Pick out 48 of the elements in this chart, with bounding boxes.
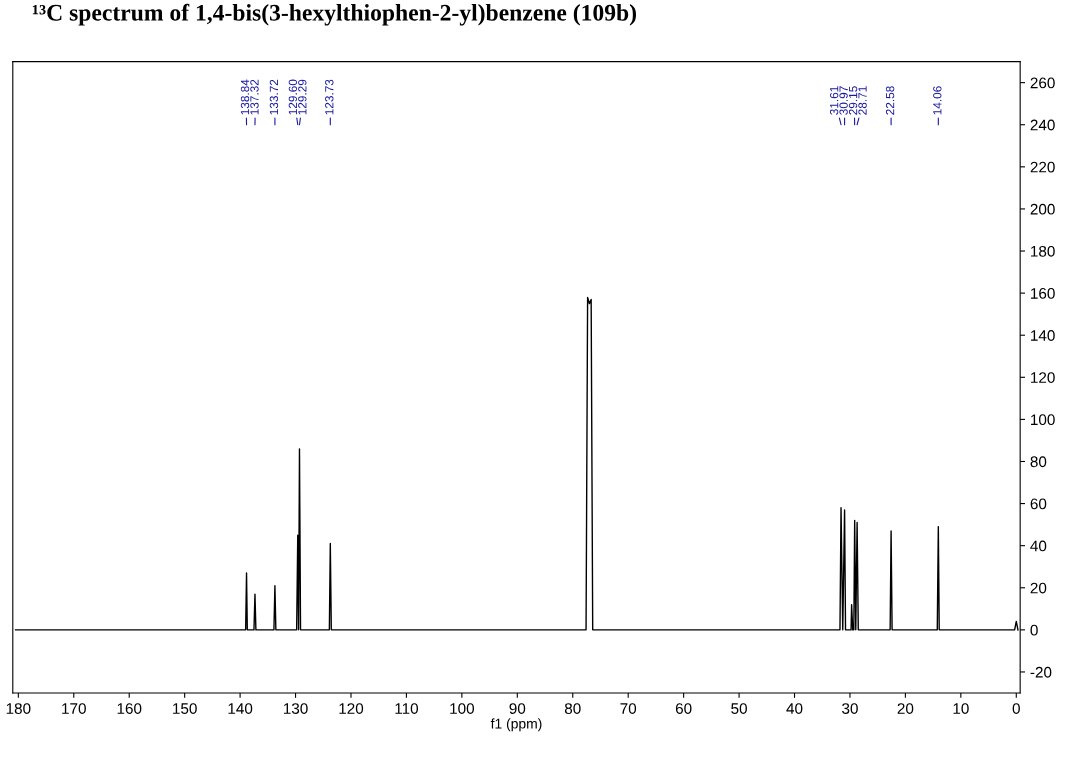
annotation: 22.58 (885, 86, 895, 115)
x-tick-label: 70 (620, 703, 637, 714)
x-tick-label: 140 (228, 703, 253, 714)
annotation: 30.97 (839, 86, 848, 115)
y-tick-label: -20 (1030, 666, 1052, 678)
y-tick-label: 180 (1031, 245, 1055, 257)
x-tick-label: 100 (450, 703, 475, 714)
annotation: 123.73 (325, 79, 334, 115)
x-tick-label: 10 (953, 703, 969, 714)
y-tick-label: 20 (1030, 582, 1047, 594)
y-tick-label: 80 (1030, 456, 1047, 468)
annotation: 28.71 (858, 86, 867, 115)
x-tick-label: 180 (6, 703, 31, 714)
y-tick-label: 240 (1030, 119, 1055, 131)
x-tick-label: 20 (897, 703, 914, 714)
x-axis-title: f1 (ppm) (490, 718, 542, 732)
y-tick-label: 120 (1031, 372, 1055, 383)
x-tick-label: 170 (62, 703, 86, 714)
annotation: 129.60 (288, 79, 298, 115)
y-tick-label: 60 (1030, 498, 1047, 510)
chart-title: ¹³C spectrum of 1,4-bis(3-hexylthiophen-2-yl)benzene (109b) (32, 3, 636, 26)
annotation: 31.61 (829, 86, 839, 115)
x-tick-label: 110 (395, 703, 419, 714)
x-tick-label: 120 (339, 703, 364, 714)
y-tick-label: 220 (1030, 161, 1055, 173)
annotation: 137.32 (250, 79, 259, 115)
annotation: 14.06 (933, 86, 942, 115)
annotation: 129.29 (298, 79, 307, 115)
x-tick-label: 40 (786, 703, 803, 714)
x-tick-label: 160 (117, 703, 142, 714)
x-tick-label: 50 (731, 703, 747, 714)
annotation: 29.15 (848, 86, 858, 115)
annotation: 138.84 (240, 79, 250, 115)
y-tick-label: 160 (1031, 287, 1055, 299)
y-tick-label: 100 (1031, 414, 1055, 426)
x-tick-label: 150 (173, 703, 197, 714)
x-tick-label: 80 (564, 703, 581, 714)
y-tick-label: 40 (1030, 540, 1047, 552)
x-tick-label: 90 (509, 703, 526, 714)
x-tick-label: 130 (283, 703, 308, 714)
annotation: 133.72 (269, 79, 279, 115)
y-tick-label: 200 (1030, 203, 1055, 215)
x-tick-label: 30 (842, 703, 858, 714)
x-tick-label: 60 (675, 703, 692, 714)
y-tick-label: 140 (1031, 330, 1055, 341)
y-tick-label: 260 (1030, 77, 1055, 89)
y-tick-label: 0 (1030, 624, 1038, 636)
x-tick-label: 0 (1012, 703, 1020, 714)
